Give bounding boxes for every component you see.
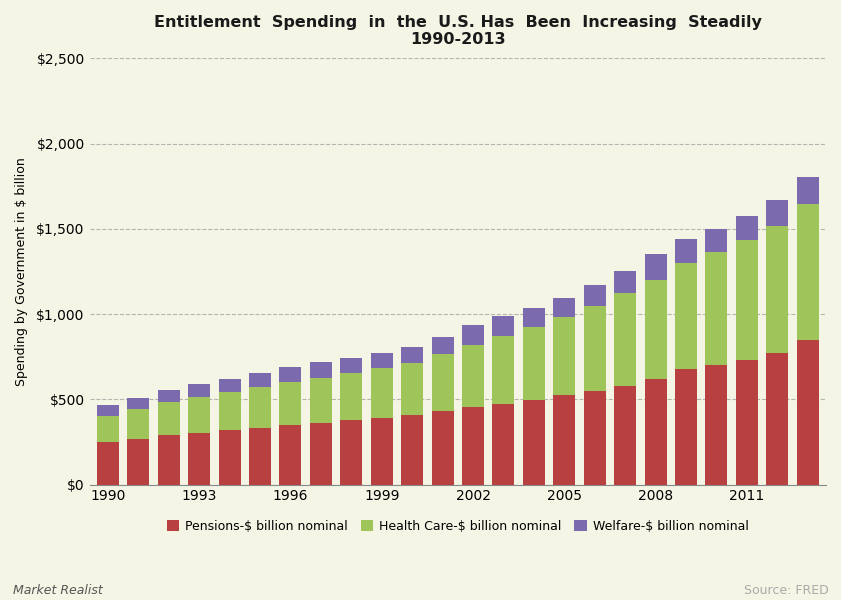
Bar (188, 397, 210, 433)
Bar (523, 308, 545, 327)
Bar (97, 406, 119, 416)
Bar (706, 365, 727, 485)
Bar (279, 425, 301, 485)
Bar (401, 347, 423, 363)
Bar (462, 325, 484, 345)
Bar (614, 386, 636, 485)
Bar (584, 306, 606, 391)
Bar (97, 416, 119, 442)
Bar (766, 200, 788, 226)
Bar (584, 391, 606, 485)
Bar (219, 379, 241, 392)
Bar (523, 400, 545, 485)
Bar (188, 384, 210, 397)
Bar (188, 433, 210, 485)
Bar (97, 442, 119, 485)
Bar (493, 316, 515, 337)
Bar (127, 409, 149, 439)
Bar (675, 239, 697, 263)
Bar (158, 389, 180, 401)
Bar (462, 407, 484, 485)
Bar (584, 285, 606, 306)
Bar (553, 298, 575, 317)
Bar (645, 280, 667, 379)
Bar (796, 340, 818, 485)
Bar (523, 327, 545, 400)
Bar (462, 345, 484, 407)
Bar (371, 418, 393, 485)
Bar (401, 363, 423, 415)
Bar (158, 435, 180, 485)
Bar (614, 271, 636, 293)
Bar (675, 263, 697, 369)
Bar (493, 337, 515, 404)
Bar (675, 369, 697, 485)
Bar (796, 204, 818, 340)
Bar (249, 428, 271, 485)
Bar (249, 387, 271, 428)
Bar (401, 415, 423, 485)
Bar (279, 382, 301, 425)
Bar (736, 240, 758, 360)
Bar (431, 411, 453, 485)
Bar (279, 367, 301, 382)
Bar (645, 254, 667, 280)
Bar (127, 398, 149, 409)
Bar (219, 392, 241, 430)
Bar (553, 317, 575, 395)
Bar (796, 177, 818, 204)
Text: Market Realist: Market Realist (13, 584, 103, 597)
Legend: Pensions-$ billion nominal, Health Care-$ billion nominal, Welfare-$ billion nom: Pensions-$ billion nominal, Health Care-… (161, 515, 754, 538)
Bar (766, 353, 788, 485)
Bar (706, 251, 727, 365)
Bar (309, 362, 332, 377)
Bar (341, 358, 362, 373)
Title: Entitlement  Spending  in  the  U.S. Has  Been  Increasing  Steadily
1990-2013: Entitlement Spending in the U.S. Has Bee… (154, 15, 762, 47)
Bar (371, 353, 393, 368)
Bar (309, 423, 332, 485)
Bar (706, 229, 727, 251)
Bar (158, 401, 180, 435)
Bar (309, 377, 332, 423)
Bar (736, 216, 758, 240)
Bar (645, 379, 667, 485)
Text: Source: FRED: Source: FRED (743, 584, 828, 597)
Y-axis label: Spending by Government in $ billion: Spending by Government in $ billion (15, 157, 28, 386)
Bar (341, 373, 362, 421)
Bar (341, 421, 362, 485)
Bar (371, 368, 393, 418)
Bar (431, 337, 453, 355)
Bar (431, 355, 453, 411)
Bar (614, 293, 636, 386)
Bar (249, 373, 271, 387)
Bar (736, 360, 758, 485)
Bar (219, 430, 241, 485)
Bar (493, 404, 515, 485)
Bar (766, 226, 788, 353)
Bar (553, 395, 575, 485)
Bar (127, 439, 149, 485)
